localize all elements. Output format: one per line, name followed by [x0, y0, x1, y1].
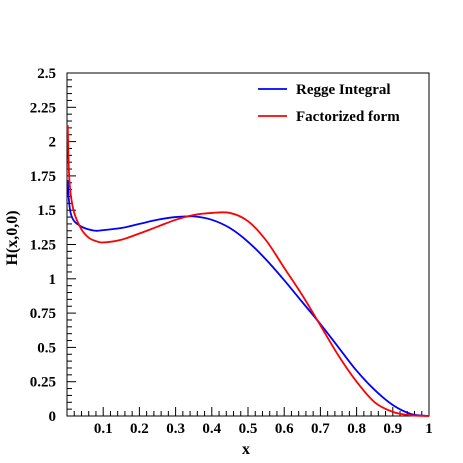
x-tick-label: 0.1 [94, 421, 113, 437]
legend-label: Regge Integral [296, 82, 391, 98]
y-axis-ticks: 0 0.25 0.5 0.75 1 1.25 1.5 1.75 2 2.25 2.5 [30, 66, 76, 425]
x-tick-label: 1 [425, 421, 433, 437]
x-tick-label: 0.9 [383, 421, 402, 437]
y-tick-label: 1 [49, 272, 57, 288]
x-tick-label: 0.7 [311, 421, 330, 437]
y-tick-label: 1.75 [30, 169, 56, 185]
y-tick-label: 0.75 [30, 306, 56, 322]
x-tick-label: 0.4 [202, 421, 221, 437]
series-line-regge-integral [66, 179, 430, 417]
x-axis-title: x [242, 441, 250, 458]
x-tick-label: 0.6 [275, 421, 294, 437]
x-tick-label: 0.3 [166, 421, 185, 437]
legend: Regge Integral Factorized form [258, 82, 400, 125]
y-tick-label: 2.25 [30, 100, 56, 116]
y-tick-label: 0 [49, 409, 57, 425]
y-axis-title: H(x,0,0) [4, 210, 21, 265]
y-tick-label: 0.5 [37, 340, 56, 356]
y-tick-label: 2.5 [37, 66, 56, 82]
series-line-factorized-form [66, 125, 430, 417]
x-tick-label: 0.2 [130, 421, 149, 437]
y-tick-label: 1.5 [37, 203, 56, 219]
x-axis-ticks: 0.1 0.2 0.3 0.4 0.5 0.6 0.7 0.8 0.9 1 [66, 407, 433, 437]
x-tick-label: 0.5 [239, 421, 258, 437]
legend-label: Factorized form [296, 109, 400, 125]
y-tick-label: 1.25 [30, 238, 56, 254]
series-layer [66, 125, 430, 417]
y-tick-label: 2 [49, 135, 57, 151]
y-tick-label: 0.25 [30, 375, 56, 391]
x-tick-label: 0.8 [347, 421, 366, 437]
